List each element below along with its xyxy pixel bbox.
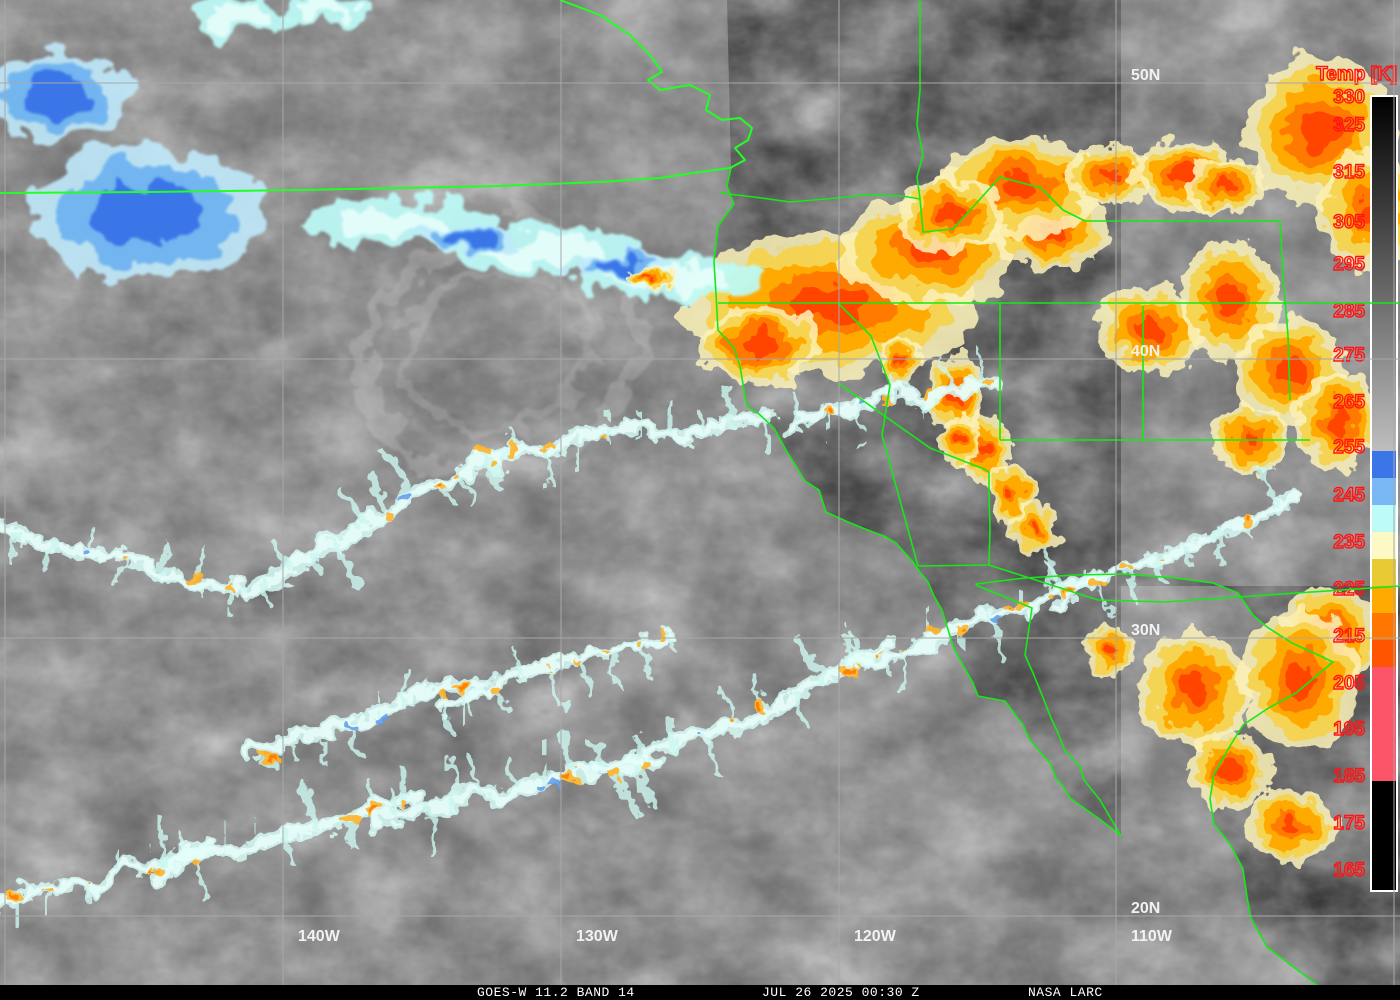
svg-text:205: 205 — [1333, 673, 1365, 694]
svg-text:50N: 50N — [1131, 67, 1160, 84]
svg-text:GOES-W 11.2 BAND 14: GOES-W 11.2 BAND 14 — [477, 985, 635, 1000]
svg-text:215: 215 — [1333, 626, 1365, 647]
svg-text:20N: 20N — [1131, 900, 1160, 917]
svg-text:235: 235 — [1333, 532, 1365, 553]
svg-text:255: 255 — [1333, 437, 1365, 458]
svg-text:295: 295 — [1333, 254, 1365, 275]
svg-text:195: 195 — [1333, 719, 1365, 740]
svg-text:Temp [K]: Temp [K] — [1316, 64, 1397, 85]
svg-text:175: 175 — [1333, 813, 1365, 834]
svg-text:120W: 120W — [854, 928, 897, 945]
svg-text:325: 325 — [1333, 115, 1365, 136]
svg-text:285: 285 — [1333, 301, 1365, 322]
svg-text:JUL 26 2025 00:30 Z: JUL 26 2025 00:30 Z — [762, 985, 920, 1000]
svg-text:30N: 30N — [1131, 622, 1160, 639]
svg-text:40N: 40N — [1131, 343, 1160, 360]
svg-text:185: 185 — [1333, 766, 1365, 787]
svg-text:315: 315 — [1333, 162, 1365, 183]
svg-text:330: 330 — [1333, 87, 1365, 108]
svg-text:305: 305 — [1333, 212, 1365, 233]
svg-text:130W: 130W — [576, 928, 619, 945]
svg-text:265: 265 — [1333, 392, 1365, 413]
svg-text:275: 275 — [1333, 345, 1365, 366]
svg-text:NASA LARC: NASA LARC — [1028, 985, 1103, 1000]
svg-text:110W: 110W — [1131, 928, 1173, 945]
svg-text:245: 245 — [1333, 485, 1365, 506]
svg-text:140W: 140W — [298, 928, 341, 945]
svg-text:165: 165 — [1333, 860, 1365, 881]
